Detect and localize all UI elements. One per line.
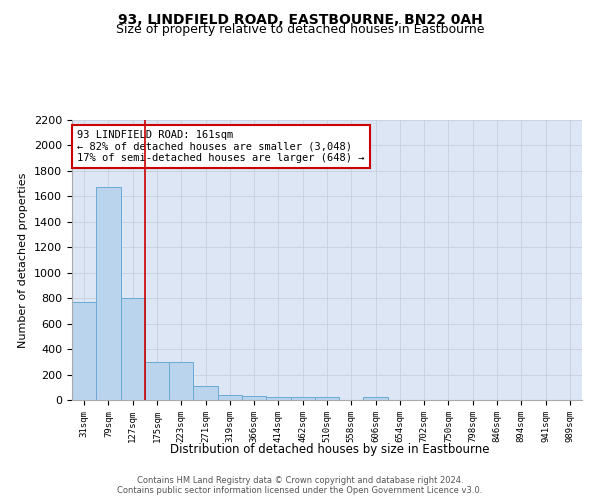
Bar	[169, 362, 193, 400]
Bar	[72, 302, 96, 400]
Bar	[96, 188, 121, 400]
Bar	[242, 396, 266, 400]
Text: Size of property relative to detached houses in Eastbourne: Size of property relative to detached ho…	[116, 22, 484, 36]
Bar	[290, 398, 315, 400]
Text: 93 LINDFIELD ROAD: 161sqm
← 82% of detached houses are smaller (3,048)
17% of se: 93 LINDFIELD ROAD: 161sqm ← 82% of detac…	[77, 130, 365, 163]
Bar	[315, 398, 339, 400]
Text: Distribution of detached houses by size in Eastbourne: Distribution of detached houses by size …	[170, 442, 490, 456]
Bar	[266, 397, 290, 400]
Bar	[218, 395, 242, 400]
Y-axis label: Number of detached properties: Number of detached properties	[19, 172, 28, 348]
Bar	[145, 362, 169, 400]
Bar	[364, 397, 388, 400]
Text: Contains HM Land Registry data © Crown copyright and database right 2024.
Contai: Contains HM Land Registry data © Crown c…	[118, 476, 482, 495]
Bar	[193, 386, 218, 400]
Bar	[121, 298, 145, 400]
Text: 93, LINDFIELD ROAD, EASTBOURNE, BN22 0AH: 93, LINDFIELD ROAD, EASTBOURNE, BN22 0AH	[118, 12, 482, 26]
